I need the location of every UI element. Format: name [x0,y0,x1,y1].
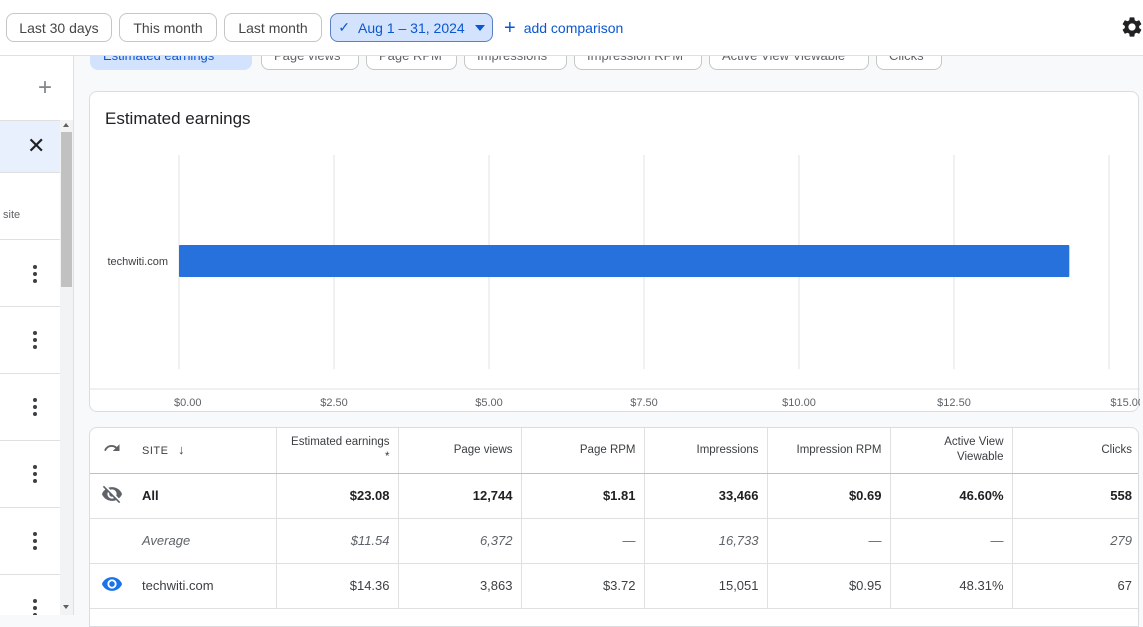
x-tick-label: $10.00 [782,397,816,409]
x-tick-label: $12.50 [937,397,971,409]
selected-filter-row [0,121,60,173]
column-header-impression-rpm[interactable]: Impression RPM [767,428,891,474]
cell-value: $0.95 [767,563,891,609]
chip-last-30-days[interactable]: Last 30 days [6,13,112,42]
chip-this-month[interactable]: This month [119,13,217,42]
cell-value: 6,372 [398,518,522,564]
plus-icon: + [504,17,516,39]
chip-label: Aug 1 – 31, 2024 [358,19,465,36]
date-filter-bar: Last 30 days This month Last month ✓ Aug… [0,0,1143,56]
more-vert-icon[interactable] [33,331,37,349]
empty-icon-cell [90,518,134,564]
divider [0,172,60,173]
gear-icon[interactable] [1120,15,1143,39]
visibility-icon [101,577,123,591]
chip-label: Last month [238,19,308,36]
divider [0,120,60,121]
y-category-label: techwiti.com [107,256,168,268]
divider [0,440,60,441]
x-tick-label: $15.00 [1110,397,1140,409]
cell-value: 16,733 [644,518,768,564]
report-table: SITE ↓ Estimated earnings * Page views P… [90,428,1138,609]
caret-down-icon [474,24,485,31]
cell-value: — [521,518,645,564]
table-row: techwiti.com $14.36 3,863 $3.72 15,051 $… [90,563,1138,609]
table-row-all: All $23.08 12,744 $1.81 33,466 $0.69 46.… [90,473,1138,519]
undo-icon [104,444,120,451]
column-header-impressions[interactable]: Impressions [644,428,768,474]
chart-card: Estimated earnings $0.00 $2.50 $5.00 $7.50 $… [89,91,1140,412]
arrow-down-icon: ↓ [178,441,186,457]
column-header-site[interactable]: SITE ↓ [134,428,277,474]
cell-value: 558 [1012,473,1138,519]
scroll-down-arrow-icon[interactable] [63,605,69,609]
left-panel: + ✕ site [0,56,74,615]
check-icon: ✓ [338,19,351,35]
earnings-bar-chart: $0.00 $2.50 $5.00 $7.50 $10.00 $12.50 $15.00 te… [90,155,1140,409]
visibility-off-icon [101,485,123,504]
cell-value: — [890,518,1013,564]
divider [0,574,60,575]
row-site-label: techwiti.com [134,563,277,609]
report-table-card: SITE ↓ Estimated earnings * Page views P… [89,427,1139,627]
cell-value: $3.72 [521,563,645,609]
cell-value: 15,051 [644,563,768,609]
visibility-toggle[interactable] [90,473,134,519]
more-vert-icon[interactable] [33,265,37,283]
cell-value: $0.69 [767,473,891,519]
more-vert-icon[interactable] [33,599,37,615]
cell-value: 46.60% [890,473,1013,519]
x-tick-label: $5.00 [475,397,503,409]
add-comparison-label: add comparison [523,20,624,36]
x-tick-label: $2.50 [320,397,348,409]
cell-value: 3,863 [398,563,522,609]
visibility-toggle[interactable] [90,563,134,609]
divider [0,239,60,240]
row-site-label: Average [134,518,277,564]
cell-value: $11.54 [276,518,399,564]
more-vert-icon[interactable] [33,398,37,416]
x-tick-label: $7.50 [630,397,658,409]
divider [0,306,60,307]
plus-icon[interactable]: + [38,74,53,101]
cell-value: 279 [1012,518,1138,564]
cell-value: $14.36 [276,563,399,609]
column-header-estimated-earnings[interactable]: Estimated earnings * [276,428,399,474]
column-header-clicks[interactable]: Clicks [1012,428,1138,474]
cell-value: $1.81 [521,473,645,519]
chart-title: Estimated earnings [105,109,251,128]
cell-value: 67 [1012,563,1138,609]
divider [0,507,60,508]
column-header-active-view-viewable[interactable]: Active View Viewable [890,428,1013,474]
chip-label: This month [133,19,203,36]
cell-value: — [767,518,891,564]
add-comparison-button[interactable]: + add comparison [504,15,623,41]
cell-value: $23.08 [276,473,399,519]
cell-value: 33,466 [644,473,768,519]
cell-value: 12,744 [398,473,522,519]
chip-custom-date-range[interactable]: ✓ Aug 1 – 31, 2024 [330,13,493,42]
more-vert-icon[interactable] [33,532,37,550]
bar-techwiti-com [179,245,1070,277]
site-label: site [3,209,21,221]
site-header-label: SITE [142,444,169,457]
chip-last-month[interactable]: Last month [224,13,322,42]
column-header-page-views[interactable]: Page views [398,428,522,474]
scroll-up-arrow-icon[interactable] [63,123,69,127]
undo-button[interactable] [90,428,134,474]
more-vert-icon[interactable] [33,465,37,483]
x-tick-label: $0.00 [174,397,202,409]
column-header-page-rpm[interactable]: Page RPM [521,428,645,474]
chip-label: Last 30 days [19,19,99,36]
divider [0,373,60,374]
table-row-average: Average $11.54 6,372 — 16,733 — — 279 [90,518,1138,564]
close-icon[interactable]: ✕ [27,133,46,158]
cell-value: 48.31% [890,563,1013,609]
scrollbar-thumb[interactable] [61,132,72,287]
row-site-label: All [134,473,277,519]
